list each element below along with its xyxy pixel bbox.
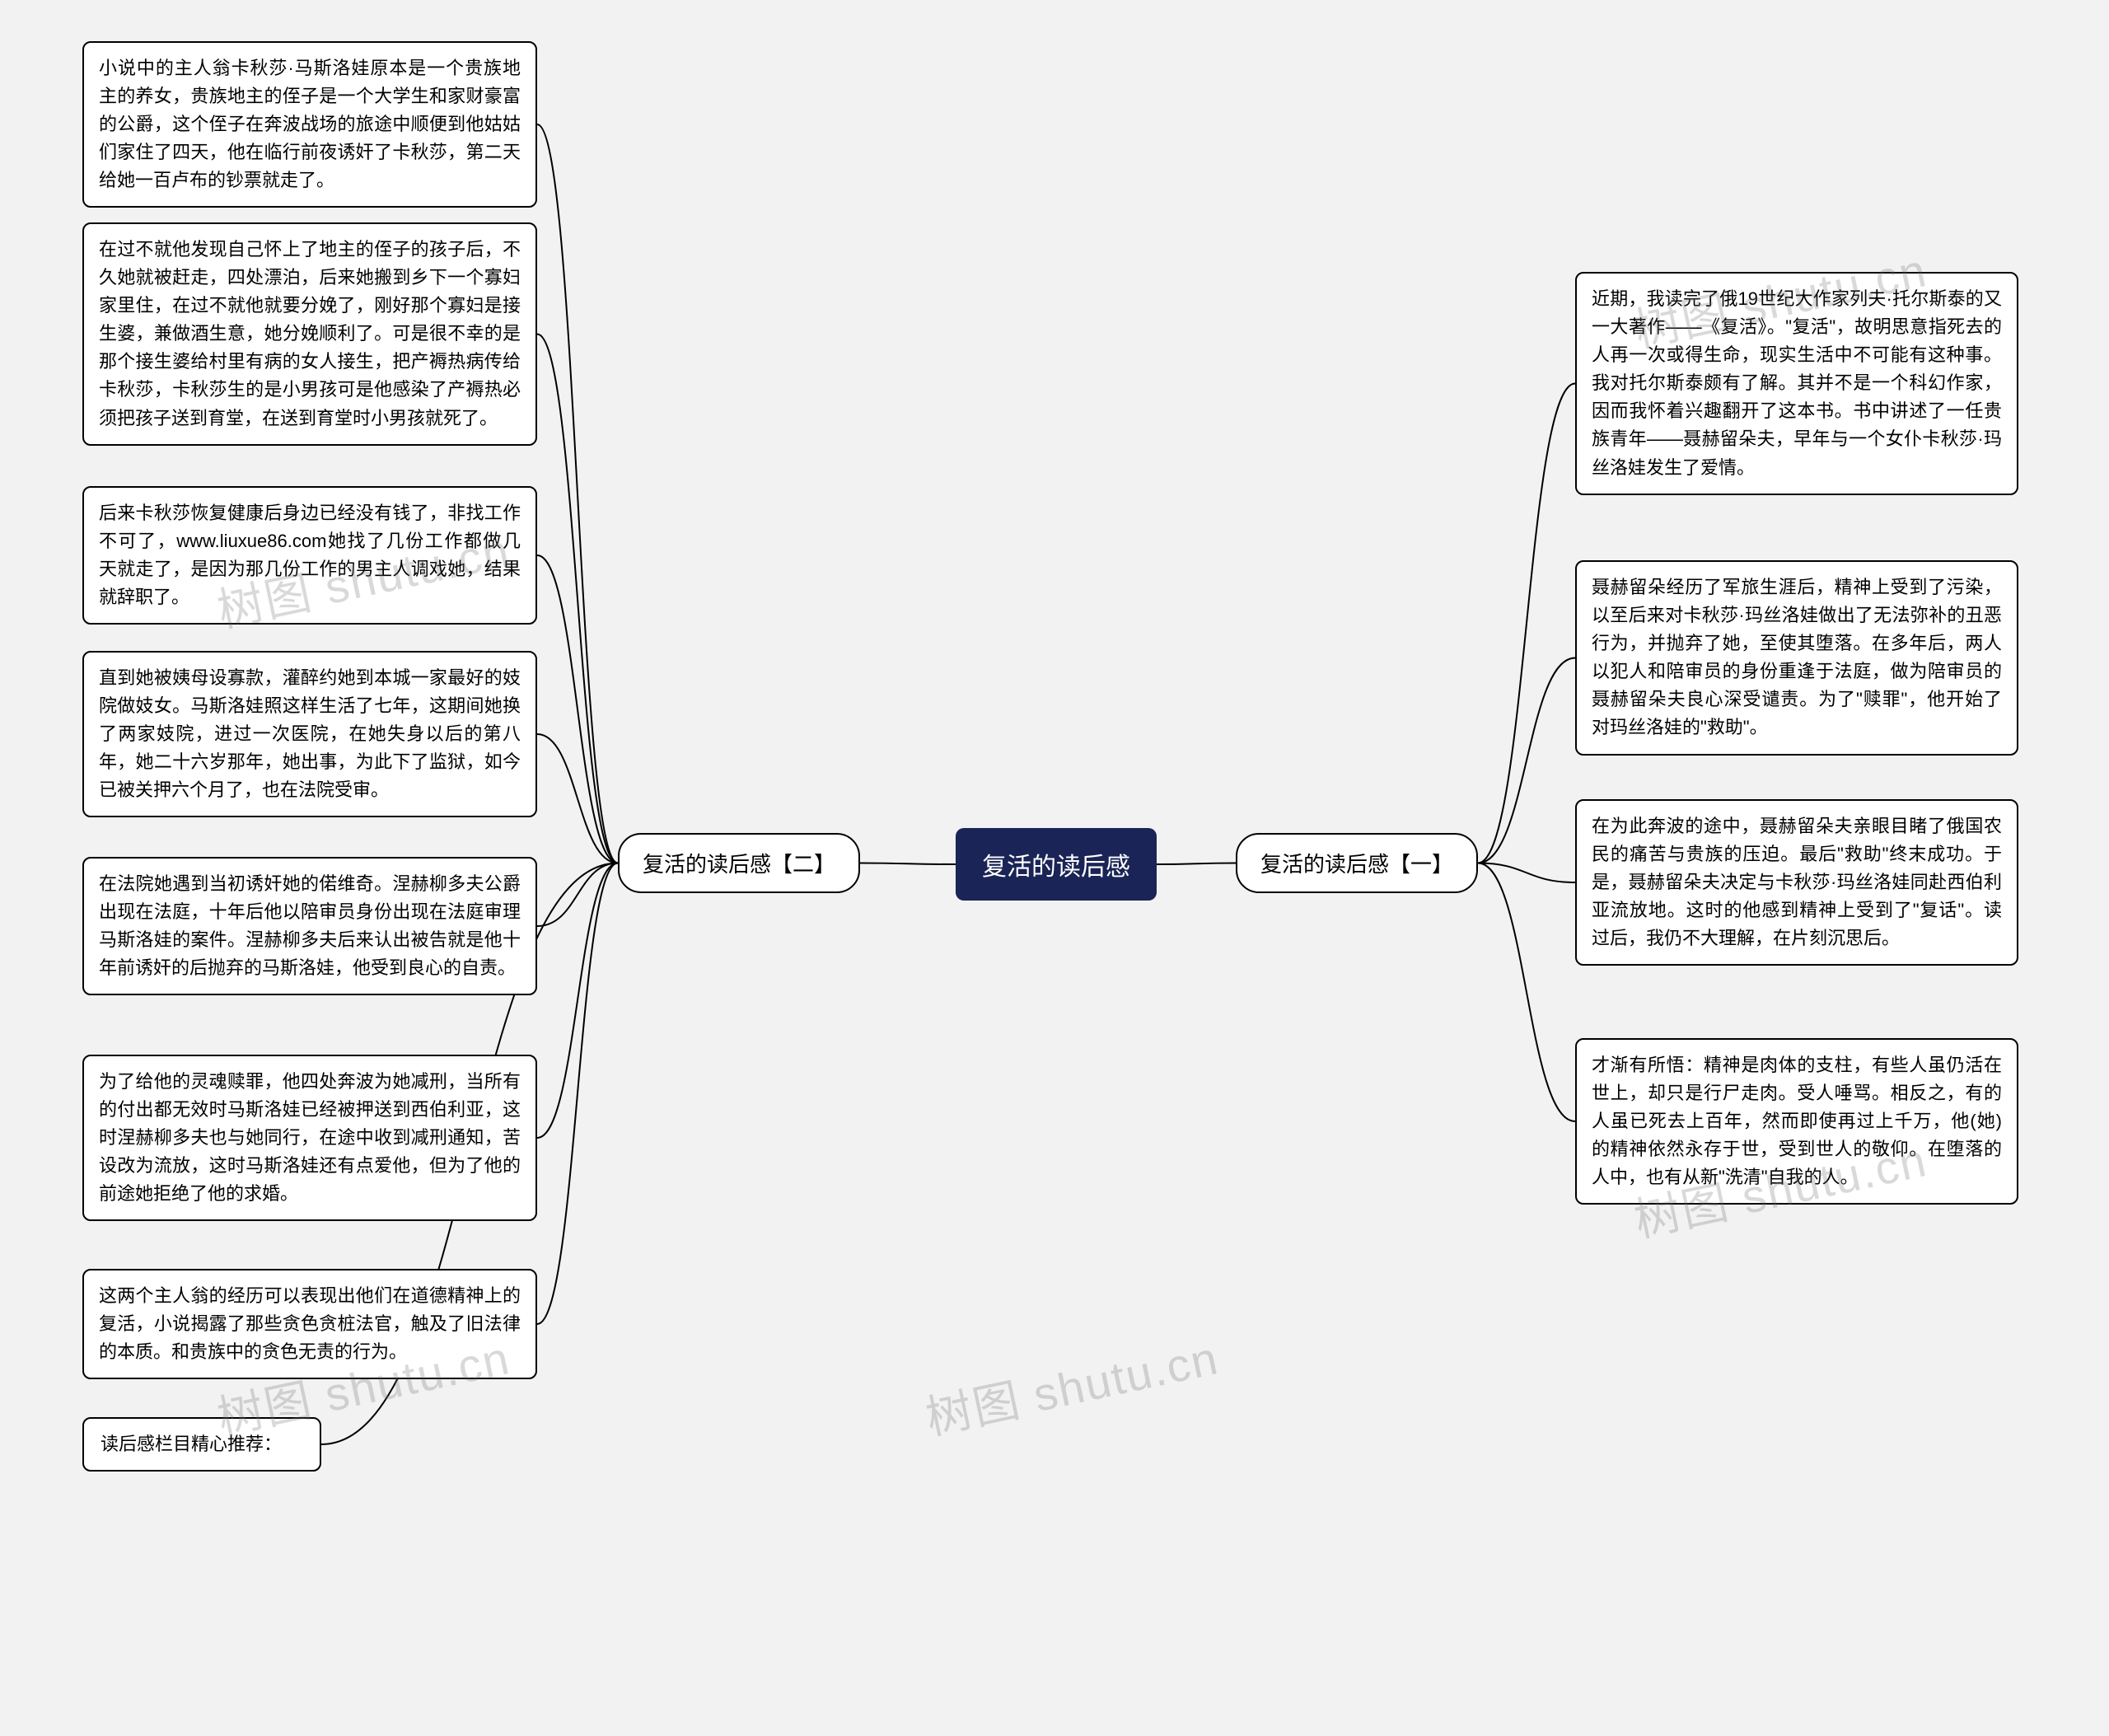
left-leaf-6: 这两个主人翁的经历可以表现出他们在道德精神上的复活，小说揭露了那些贪色贪桩法官，…	[82, 1269, 537, 1379]
branch-left: 复活的读后感【二】	[618, 833, 860, 893]
left-leaf-1: 在过不就他发现自己怀上了地主的侄子的孩子后，不久她就被赶走，四处漂泊，后来她搬到…	[82, 222, 537, 446]
left-leaf-0: 小说中的主人翁卡秋莎·马斯洛娃原本是一个贵族地主的养女，贵族地主的侄子是一个大学…	[82, 41, 537, 208]
left-leaf-4: 在法院她遇到当初诱奸她的偌维奇。涅赫柳多夫公爵出现在法庭，十年后他以陪审员身份出…	[82, 857, 537, 995]
left-leaf-5: 为了给他的灵魂赎罪，他四处奔波为她减刑，当所有的付出都无效时马斯洛娃已经被押送到…	[82, 1055, 537, 1221]
left-leaf-2: 后来卡秋莎恢复健康后身边已经没有钱了，非找工作不可了，www.liuxue86.…	[82, 486, 537, 625]
watermark: 树图 shutu.cn	[919, 1321, 1224, 1448]
left-leaf-7: 读后感栏目精心推荐：	[82, 1417, 321, 1472]
right-leaf-2: 在为此奔波的途中，聂赫留朵夫亲眼目睹了俄国农民的痛苦与贵族的压迫。最后"救助"终…	[1575, 799, 2018, 966]
left-leaf-3: 直到她被姨母设寡款，灌醉约她到本城一家最好的妓院做妓女。马斯洛娃照这样生活了七年…	[82, 651, 537, 817]
branch-right: 复活的读后感【一】	[1236, 833, 1478, 893]
right-leaf-0: 近期，我读完了俄19世纪大作家列夫·托尔斯泰的又一大著作——《复活》。"复活"，…	[1575, 272, 2018, 495]
right-leaf-1: 聂赫留朵经历了军旅生涯后，精神上受到了污染，以至后来对卡秋莎·玛丝洛娃做出了无法…	[1575, 560, 2018, 756]
mindmap-root: 复活的读后感	[956, 828, 1157, 901]
right-leaf-3: 才渐有所悟：精神是肉体的支柱，有些人虽仍活在世上，却只是行尸走肉。受人唾骂。相反…	[1575, 1038, 2018, 1205]
